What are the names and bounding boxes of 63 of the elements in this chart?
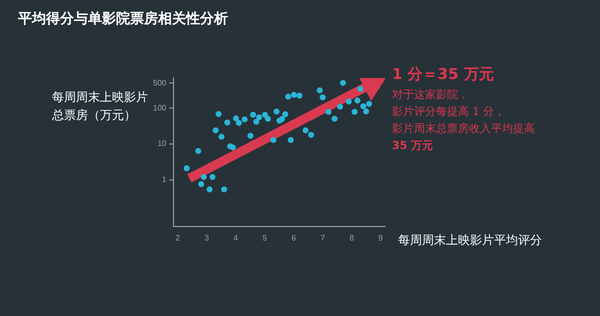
y-tick-label: 100 (152, 103, 167, 112)
point (221, 186, 228, 192)
point (264, 116, 271, 122)
x-tick-label: 7 (320, 233, 326, 242)
point (357, 86, 364, 92)
text: 影片周末总票房收入平均提高 (392, 121, 535, 137)
point (195, 148, 202, 154)
text: 35 万元 (392, 138, 434, 154)
point (366, 100, 372, 107)
text: 1 分＝35 万元 (392, 64, 495, 85)
point (288, 136, 294, 143)
point (218, 134, 224, 140)
point (270, 136, 276, 143)
point (262, 112, 268, 118)
point (253, 118, 260, 125)
point (360, 103, 366, 110)
text: 影片评分每提高 1 分， (392, 104, 506, 120)
point (206, 186, 213, 192)
y-tick-label: 500 (152, 78, 167, 88)
x-tick-label: 3 (204, 233, 210, 242)
text: 对于这家影院， (392, 87, 470, 103)
x-tick-label: 5 (262, 233, 268, 242)
point (256, 114, 262, 120)
point (232, 115, 239, 122)
x-axis-title: 每周周末上映影片平均评分 (398, 232, 542, 249)
point (242, 116, 248, 122)
point (346, 98, 352, 105)
chart-title: 平均得分与单影院票房相关性分析 (18, 10, 228, 28)
point (200, 174, 207, 180)
point (198, 181, 204, 188)
point (340, 80, 346, 86)
point (282, 111, 288, 118)
point (308, 132, 314, 138)
point (184, 165, 190, 172)
point (216, 111, 222, 118)
point (236, 120, 242, 126)
x-tick-label: 4 (233, 233, 238, 242)
point (337, 104, 344, 110)
x-tick-label: 6 (291, 233, 296, 242)
point (332, 116, 338, 122)
point (279, 116, 286, 122)
point (274, 108, 280, 115)
x-tick-label: 2 (175, 233, 180, 242)
point (316, 87, 323, 94)
point (224, 119, 230, 126)
point (285, 94, 292, 100)
point (290, 92, 297, 98)
y-tick-label: 10 (157, 139, 167, 148)
y-tick-label: 1 (162, 175, 167, 184)
point (302, 127, 309, 134)
point (354, 98, 360, 104)
point (209, 174, 216, 180)
point (212, 127, 219, 134)
x-tick-label: 8 (349, 233, 354, 242)
point (325, 108, 332, 115)
point (247, 132, 254, 139)
point (296, 92, 302, 99)
point (250, 112, 256, 118)
y-axis-title: 每周周末上映影片总票房（万元） (52, 89, 149, 124)
point (352, 108, 358, 115)
point (320, 94, 326, 100)
point (363, 108, 370, 114)
x-tick-label: 9 (378, 233, 384, 242)
